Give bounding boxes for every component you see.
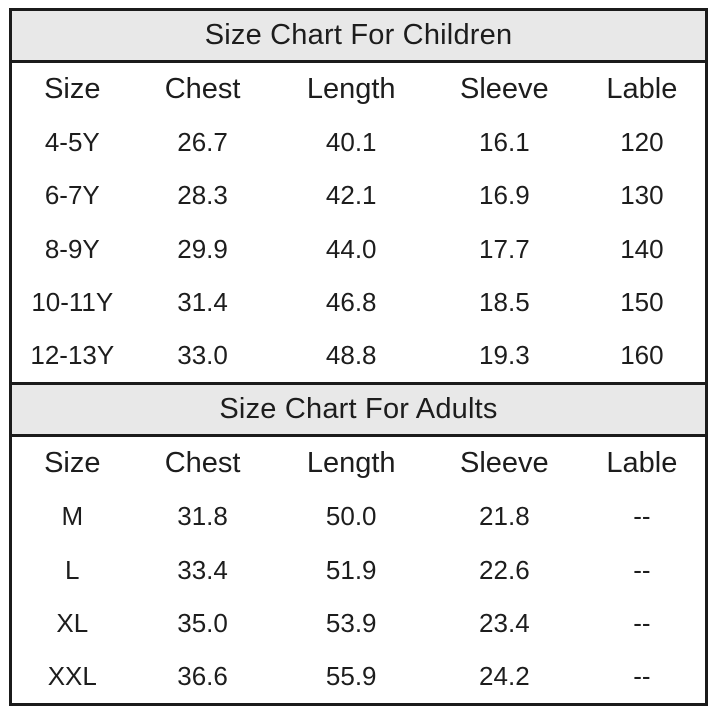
table-row: 10-11Y 31.4 46.8 18.5 150: [12, 276, 705, 329]
length-cell: 46.8: [325, 286, 377, 317]
size-cell: 6-7Y: [44, 180, 100, 211]
column-header-length: Length: [306, 73, 396, 106]
column-header-lable: Lable: [606, 73, 678, 106]
sleeve-cell: 24.2: [479, 660, 530, 691]
lable-cell: 150: [620, 286, 664, 317]
adults-section-title: Size Chart For Adults: [12, 382, 705, 438]
length-cell: 55.9: [325, 660, 377, 691]
table-row: 6-7Y 28.3 42.1 16.9 130: [12, 169, 705, 222]
column-header-length: Length: [306, 447, 396, 480]
lable-cell: 160: [620, 340, 664, 371]
table-row: XXL 36.6 55.9 24.2 --: [12, 650, 705, 703]
length-cell: 48.8: [325, 340, 377, 371]
children-table: Size Chest Length Sleeve Lable 4-5Y 26.7…: [12, 63, 705, 383]
length-cell: 40.1: [325, 127, 377, 158]
size-cell: 8-9Y: [44, 233, 100, 264]
size-cell: XXL: [47, 660, 97, 691]
column-header-chest: Chest: [164, 447, 241, 480]
length-cell: 42.1: [325, 180, 377, 211]
length-cell: 44.0: [325, 233, 377, 264]
children-header-row: Size Chest Length Sleeve Lable: [12, 63, 705, 116]
chest-cell: 31.4: [177, 286, 228, 317]
chest-cell: 36.6: [177, 660, 228, 691]
chest-cell: 26.7: [177, 127, 228, 158]
size-cell: 10-11Y: [31, 286, 114, 317]
size-cell: 12-13Y: [30, 340, 115, 371]
lable-cell: --: [633, 660, 651, 691]
chest-cell: 31.8: [177, 501, 228, 532]
sleeve-cell: 16.9: [479, 180, 530, 211]
length-cell: 50.0: [325, 501, 377, 532]
column-header-size: Size: [44, 73, 101, 106]
size-cell: 4-5Y: [44, 127, 100, 158]
chest-cell: 33.0: [177, 340, 228, 371]
sleeve-cell: 21.8: [479, 501, 530, 532]
lable-cell: 140: [620, 233, 664, 264]
size-cell: M: [61, 501, 84, 532]
chest-cell: 29.9: [177, 233, 228, 264]
length-cell: 51.9: [325, 554, 377, 585]
size-cell: XL: [56, 607, 89, 638]
table-row: XL 35.0 53.9 23.4 --: [12, 597, 705, 650]
column-header-sleeve: Sleeve: [460, 447, 549, 480]
column-header-lable: Lable: [606, 447, 678, 480]
size-chart-table: Size Chart For Children Size Chest Lengt…: [9, 8, 708, 706]
sleeve-cell: 16.1: [479, 127, 530, 158]
table-row: 12-13Y 33.0 48.8 19.3 160: [12, 329, 705, 382]
sleeve-cell: 18.5: [479, 286, 530, 317]
chest-cell: 33.4: [177, 554, 228, 585]
sleeve-cell: 23.4: [479, 607, 530, 638]
lable-cell: --: [633, 501, 651, 532]
column-header-chest: Chest: [164, 73, 241, 106]
lable-cell: 130: [620, 180, 664, 211]
column-header-sleeve: Sleeve: [460, 73, 549, 106]
children-section-title: Size Chart For Children: [12, 11, 705, 63]
table-row: 4-5Y 26.7 40.1 16.1 120: [12, 116, 705, 169]
table-row: 8-9Y 29.9 44.0 17.7 140: [12, 223, 705, 276]
lable-cell: 120: [620, 127, 664, 158]
lable-cell: --: [633, 607, 651, 638]
length-cell: 53.9: [325, 607, 377, 638]
sleeve-cell: 17.7: [479, 233, 530, 264]
chest-cell: 35.0: [177, 607, 228, 638]
lable-cell: --: [633, 554, 651, 585]
size-cell: L: [65, 554, 80, 585]
adults-header-row: Size Chest Length Sleeve Lable: [12, 437, 705, 490]
column-header-size: Size: [44, 447, 101, 480]
table-row: M 31.8 50.0 21.8 --: [12, 490, 705, 543]
sleeve-cell: 19.3: [479, 340, 530, 371]
sleeve-cell: 22.6: [479, 554, 530, 585]
adults-table: Size Chest Length Sleeve Lable M 31.8 50…: [12, 437, 705, 703]
table-row: L 33.4 51.9 22.6 --: [12, 543, 705, 596]
chest-cell: 28.3: [177, 180, 228, 211]
